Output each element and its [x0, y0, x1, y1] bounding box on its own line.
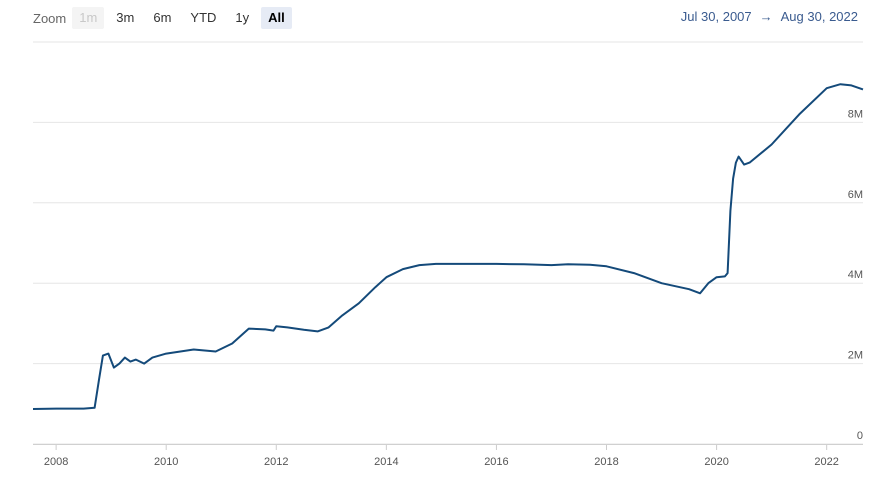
range-to-date[interactable]: Aug 30, 2022: [780, 9, 858, 24]
x-tick-label: 2012: [264, 456, 288, 468]
x-tick-label: 2020: [704, 456, 728, 468]
x-tick-label: 2010: [154, 456, 178, 468]
y-axis-labels: 0 2M 4M 6M 8M: [848, 108, 863, 442]
range-arrow-icon: →: [759, 9, 773, 24]
range-from-date[interactable]: Jul 30, 2007: [680, 9, 752, 24]
zoom-6m-button[interactable]: 6m: [153, 10, 172, 25]
x-tick-label: 2008: [44, 456, 68, 468]
zoom-toolbar: Zoom 1m 3m 6m YTD 1y All: [33, 7, 297, 29]
zoom-3m-button[interactable]: 3m: [116, 10, 135, 25]
x-tick-label: 2016: [484, 456, 508, 468]
y-tick-label: 6M: [848, 189, 863, 201]
zoom-ytd-button[interactable]: YTD: [190, 10, 217, 25]
x-tick-label: 2022: [814, 456, 838, 468]
y-tick-label: 4M: [848, 269, 863, 281]
zoom-all-button[interactable]: All: [261, 7, 292, 29]
date-range: Jul 30, 2007 → Aug 30, 2022: [681, 9, 858, 24]
y-tick-label: 2M: [848, 350, 863, 362]
x-axis-labels: 2008 2010 2012 2014 2016 2018 2020 2022: [33, 444, 863, 468]
y-tick-label: 0: [857, 430, 863, 442]
zoom-label: Zoom: [33, 10, 67, 26]
series-line: [32, 83, 864, 410]
x-tick-label: 2014: [374, 456, 398, 468]
series-layer: [32, 83, 864, 410]
x-tick-label: 2018: [594, 456, 618, 468]
y-tick-label: 8M: [848, 108, 863, 120]
grid-lines: [33, 41, 863, 445]
zoom-1m-button[interactable]: 1m: [72, 7, 105, 29]
zoom-1y-button[interactable]: 1y: [235, 10, 250, 25]
